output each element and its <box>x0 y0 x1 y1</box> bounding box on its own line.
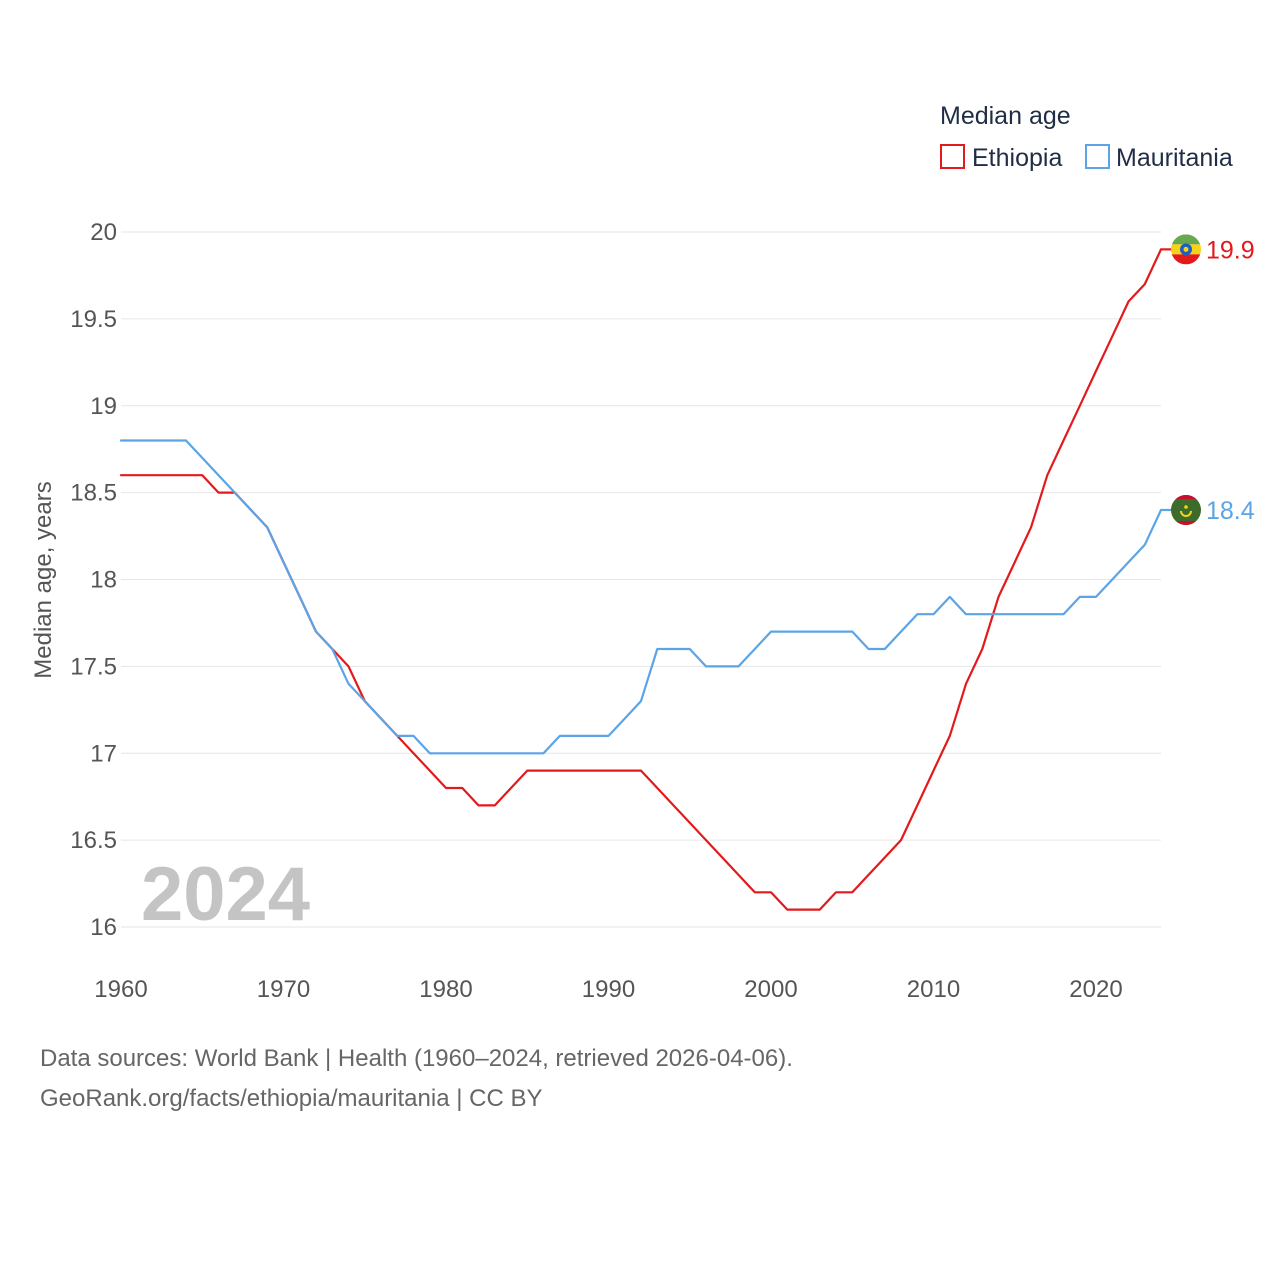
y-tick-label: 19 <box>90 393 117 420</box>
legend-label-ethiopia: Ethiopia <box>972 144 1062 172</box>
legend-swatch-ethiopia <box>940 144 965 169</box>
legend: Median age Ethiopia Mauritania <box>940 102 1233 172</box>
series-line-mauritania[interactable] <box>119 439 1163 755</box>
gridlines <box>121 231 1161 928</box>
legend-swatch-mauritania <box>1085 144 1110 169</box>
y-axis-tick-labels: 16 16.5 17 17.5 18 18.5 19 19.5 20 <box>70 219 117 941</box>
y-axis-title: Median age, years <box>30 481 57 678</box>
mauritania-flag-icon <box>1161 495 1201 525</box>
y-tick-label: 18 <box>90 567 117 594</box>
series-lines <box>119 248 1163 911</box>
y-tick-label: 19.5 <box>70 306 117 333</box>
y-tick-label: 17.5 <box>70 653 117 680</box>
y-tick-label: 20 <box>90 219 117 246</box>
legend-label-mauritania: Mauritania <box>1116 144 1233 172</box>
x-tick-label: 1970 <box>257 976 310 1003</box>
legend-item-mauritania[interactable]: Mauritania <box>1085 144 1233 172</box>
x-tick-label: 1960 <box>94 976 147 1003</box>
x-tick-label: 2020 <box>1069 976 1122 1003</box>
x-axis-tick-labels: 1960 1970 1980 1990 2000 2010 2020 <box>94 976 1122 1003</box>
ethiopia-flag-icon <box>1161 234 1201 265</box>
x-tick-label: 1990 <box>582 976 635 1003</box>
y-tick-label: 17 <box>90 740 117 767</box>
x-tick-label: 1980 <box>419 976 472 1003</box>
series-end-markers: 19.9 18.4 <box>1161 234 1255 525</box>
legend-item-ethiopia[interactable]: Ethiopia <box>940 144 1062 172</box>
y-tick-label: 16.5 <box>70 827 117 854</box>
y-tick-label: 16 <box>90 914 117 941</box>
year-watermark: 2024 <box>141 852 310 937</box>
x-tick-label: 2010 <box>907 976 960 1003</box>
end-value-label-ethiopia: 19.9 <box>1206 236 1255 264</box>
legend-title: Median age <box>940 102 1071 130</box>
y-tick-label: 18.5 <box>70 480 117 507</box>
end-value-label-mauritania: 18.4 <box>1206 497 1255 525</box>
data-source-note: Data sources: World Bank | Health (1960–… <box>40 1045 793 1072</box>
x-tick-label: 2000 <box>744 976 797 1003</box>
credit-link[interactable]: GeoRank.org/facts/ethiopia/mauritania | … <box>40 1085 543 1112</box>
